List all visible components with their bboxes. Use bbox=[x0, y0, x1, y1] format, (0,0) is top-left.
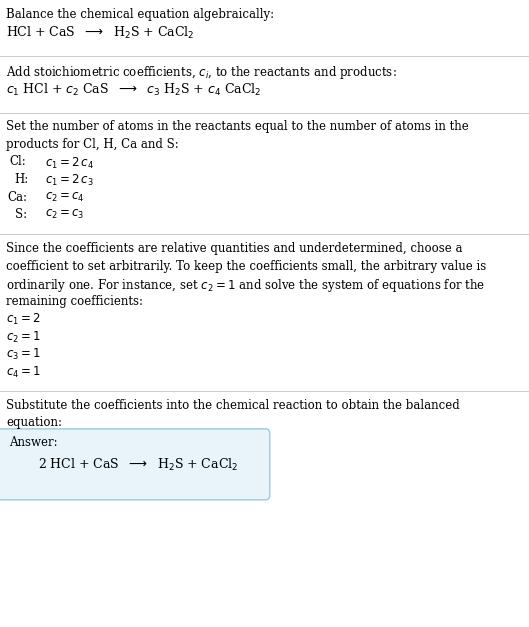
Text: remaining coefficients:: remaining coefficients: bbox=[6, 295, 143, 308]
Text: ordinarily one. For instance, set $c_2 = 1$ and solve the system of equations fo: ordinarily one. For instance, set $c_2 =… bbox=[6, 277, 486, 294]
Text: coefficient to set arbitrarily. To keep the coefficients small, the arbitrary va: coefficient to set arbitrarily. To keep … bbox=[6, 260, 487, 273]
Text: products for Cl, H, Ca and S:: products for Cl, H, Ca and S: bbox=[6, 138, 179, 151]
Text: Since the coefficients are relative quantities and underdetermined, choose a: Since the coefficients are relative quan… bbox=[6, 242, 463, 255]
Text: $c_2 = 1$: $c_2 = 1$ bbox=[6, 330, 41, 345]
Text: Substitute the coefficients into the chemical reaction to obtain the balanced: Substitute the coefficients into the che… bbox=[6, 399, 460, 412]
Text: Answer:: Answer: bbox=[9, 436, 58, 450]
Text: $c_1 = 2$: $c_1 = 2$ bbox=[6, 312, 41, 327]
Text: Cl:: Cl: bbox=[10, 155, 26, 169]
Text: HCl + CaS  $\longrightarrow$  H$_2$S + CaCl$_2$: HCl + CaS $\longrightarrow$ H$_2$S + CaC… bbox=[6, 25, 195, 41]
Text: $c_1 = 2\,c_3$: $c_1 = 2\,c_3$ bbox=[45, 173, 94, 188]
Text: $c_3 = 1$: $c_3 = 1$ bbox=[6, 347, 41, 362]
Text: $c_4 = 1$: $c_4 = 1$ bbox=[6, 365, 41, 380]
Text: S:: S: bbox=[15, 208, 27, 221]
Text: Ca:: Ca: bbox=[7, 191, 28, 204]
Text: $c_1 = 2\,c_4$: $c_1 = 2\,c_4$ bbox=[45, 155, 94, 171]
Text: 2 HCl + CaS  $\longrightarrow$  H$_2$S + CaCl$_2$: 2 HCl + CaS $\longrightarrow$ H$_2$S + C… bbox=[38, 456, 239, 473]
Text: Set the number of atoms in the reactants equal to the number of atoms in the: Set the number of atoms in the reactants… bbox=[6, 120, 469, 134]
Text: $c_2 = c_4$: $c_2 = c_4$ bbox=[45, 191, 85, 204]
Text: H:: H: bbox=[15, 173, 29, 186]
Text: Add stoichiometric coefficients, $c_i$, to the reactants and products:: Add stoichiometric coefficients, $c_i$, … bbox=[6, 64, 397, 81]
Text: Balance the chemical equation algebraically:: Balance the chemical equation algebraica… bbox=[6, 8, 275, 21]
FancyBboxPatch shape bbox=[0, 429, 270, 500]
Text: $c_2 = c_3$: $c_2 = c_3$ bbox=[45, 208, 85, 221]
Text: equation:: equation: bbox=[6, 416, 62, 429]
Text: $c_1$ HCl + $c_2$ CaS  $\longrightarrow$  $c_3$ H$_2$S + $c_4$ CaCl$_2$: $c_1$ HCl + $c_2$ CaS $\longrightarrow$ … bbox=[6, 82, 262, 98]
